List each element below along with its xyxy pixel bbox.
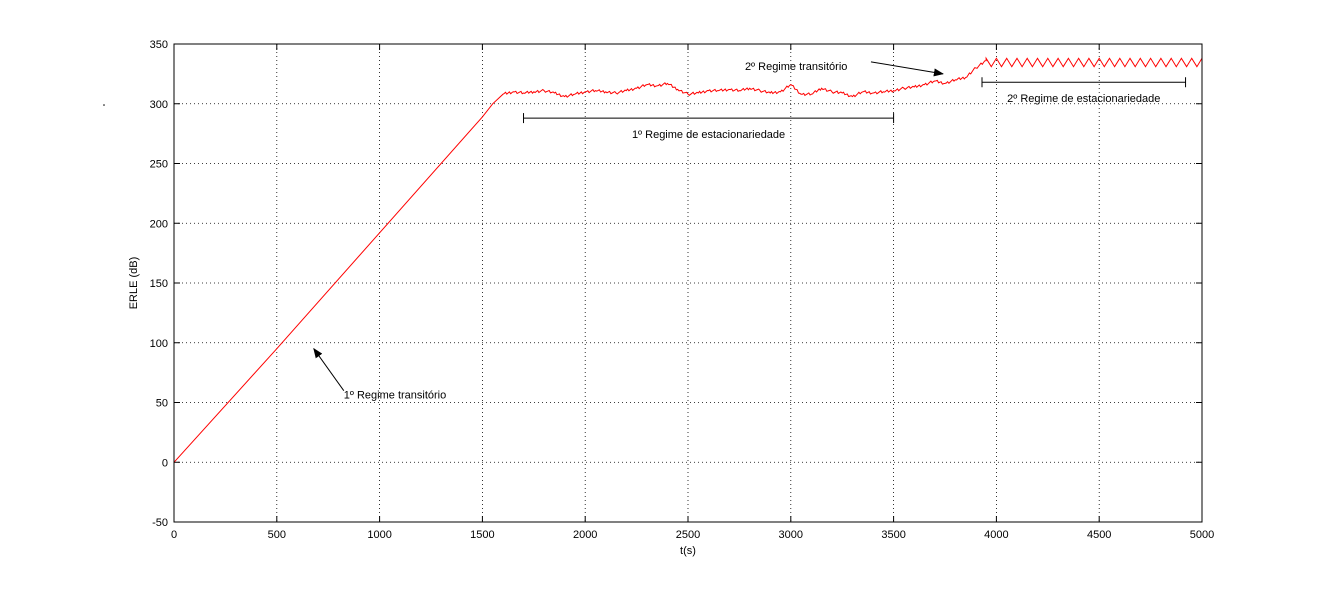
annotation-label: 1º Regime transitório — [344, 390, 446, 402]
y-tick-label: 150 — [150, 278, 168, 290]
x-tick-label: 3500 — [881, 529, 905, 541]
y-tick-label: 350 — [150, 39, 168, 51]
x-tick-label: 3000 — [779, 529, 803, 541]
annotations-group: 1º Regime transitório 2º Regime transitór… — [313, 61, 1187, 402]
plot-area — [173, 43, 1203, 523]
span-label: 2º Regime de estacionariedade — [1007, 93, 1160, 105]
y-tick-labels: -50 0 50 100 150 200 250 300 350 — [150, 39, 168, 529]
annotation-arrow — [313, 347, 345, 392]
y-tick-label: 100 — [150, 338, 168, 350]
x-tick-label: 500 — [268, 529, 286, 541]
y-axis-label: ERLE (dB) — [128, 257, 140, 310]
x-tick-label: 5000 — [1190, 529, 1214, 541]
grid-lines — [174, 44, 1202, 522]
x-tick-labels: 0 500 1000 1500 2000 2500 3000 3500 4000 4500 5000 — [171, 529, 1214, 541]
x-tick-label: 1000 — [367, 529, 391, 541]
erle-series-line — [173, 56, 1203, 463]
y-tick-label: 250 — [150, 159, 168, 171]
y-tick-label: 0 — [162, 457, 168, 469]
stray-marker — [103, 104, 105, 106]
y-tick-label: -50 — [152, 517, 168, 529]
y-tick-label: 50 — [156, 398, 168, 410]
y-tick-label: 200 — [150, 218, 168, 230]
annotation-arrow — [870, 61, 944, 77]
x-tick-label: 2000 — [573, 529, 597, 541]
x-tick-label: 0 — [171, 529, 177, 541]
y-tick-label: 300 — [150, 99, 168, 111]
x-tick-label: 4500 — [1087, 529, 1111, 541]
annotation-label: 2º Regime transitório — [745, 61, 847, 73]
x-tick-label: 4000 — [984, 529, 1008, 541]
x-tick-label: 1500 — [470, 529, 494, 541]
x-tick-label: 2500 — [676, 529, 700, 541]
x-axis-label: t(s) — [680, 545, 696, 557]
plot-frame — [173, 43, 1203, 523]
series-group — [173, 56, 1203, 463]
span-label: 1º Regime de estacionariedade — [632, 129, 785, 141]
